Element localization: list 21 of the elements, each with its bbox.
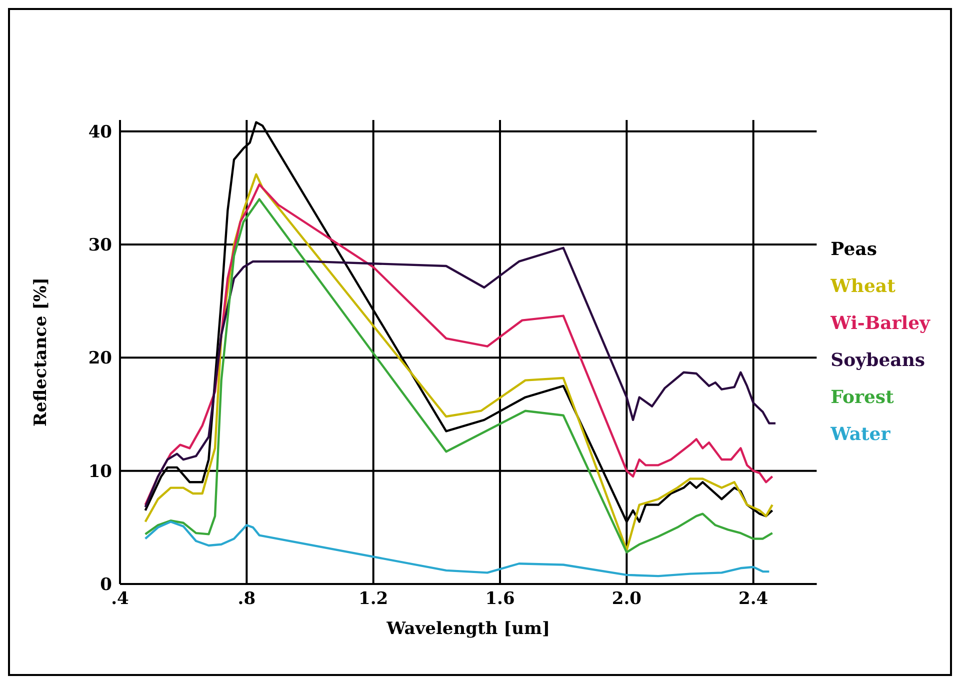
text: Soybeans: [830, 349, 926, 373]
text: Peas: [830, 238, 878, 262]
line-series: [144, 246, 777, 508]
x-tick-label: 2.0: [612, 589, 642, 610]
x-tick-label: 1.2: [358, 589, 388, 610]
y-tick-label: 40: [88, 122, 112, 142]
text: Wheat: [830, 275, 896, 299]
text: Wi-Barley: [830, 312, 930, 336]
y-tick-label: 10: [88, 462, 112, 482]
text: Forest: [830, 386, 895, 410]
y-tick-label: 30: [88, 236, 112, 256]
x-tick-label: 2.4: [738, 589, 768, 610]
x-tick-label: 1.6: [485, 589, 515, 610]
y-tick-label: 20: [88, 348, 112, 369]
x-tick-label: .8: [238, 589, 256, 610]
line-series: [144, 520, 770, 578]
text: Water: [830, 423, 892, 447]
y-tick-label: 0: [100, 575, 112, 596]
y-axis-title: Reflectance [%]: [31, 277, 52, 427]
x-axis-title: Wavelength [um]: [386, 619, 550, 639]
x-tick-label: .4: [111, 589, 130, 610]
